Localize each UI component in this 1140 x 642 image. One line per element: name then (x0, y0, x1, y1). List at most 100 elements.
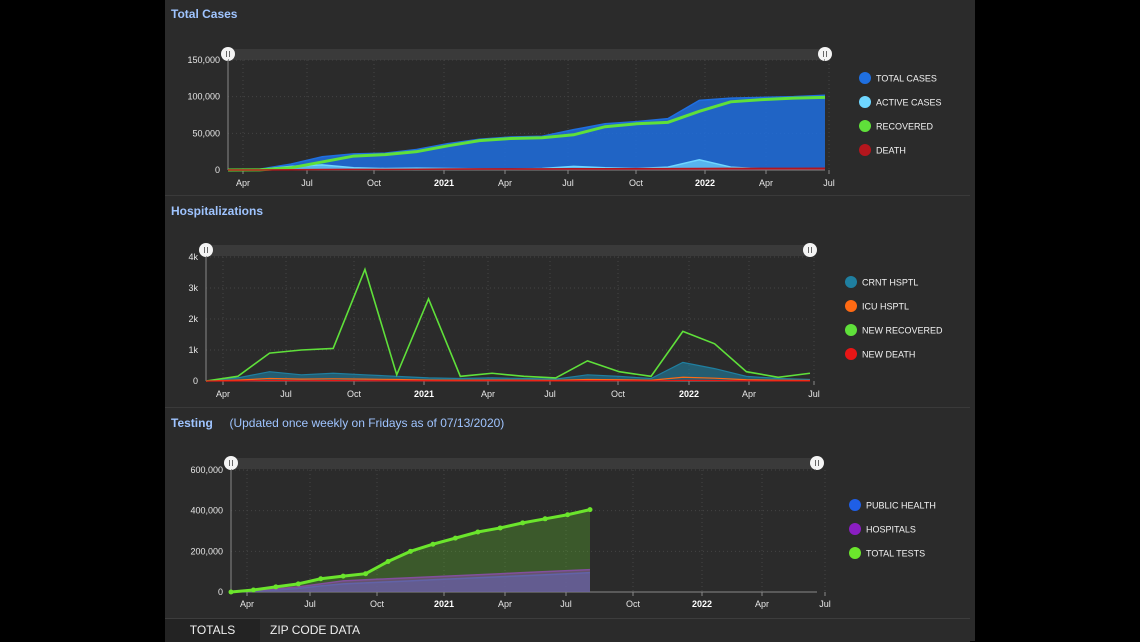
data-point (273, 584, 279, 590)
x-tick-label: Jul (544, 389, 556, 399)
series-line (227, 167, 826, 171)
dashboard-panel: Total Cases 0 50,000 100,000 150,000 Apr Jul O… (165, 0, 975, 642)
x-tick-label: Apr (755, 599, 769, 609)
legend-swatch (845, 348, 857, 360)
data-point (295, 581, 301, 587)
slider-handle (224, 456, 238, 470)
data-point (475, 529, 481, 535)
y-tick-label: 0 (218, 587, 223, 597)
series-line (227, 95, 826, 172)
x-tick-label: Apr (240, 599, 254, 609)
legend-label: RECOVERED (876, 122, 934, 132)
legend-label: ICU HSPTL (862, 302, 909, 312)
y-tick-label: 50,000 (192, 128, 220, 138)
series-area (228, 95, 825, 170)
slider-handle (199, 243, 213, 257)
x-tick-label: Apr (236, 178, 250, 188)
legend-swatch (859, 96, 871, 108)
legend-label: PUBLIC HEALTH (866, 501, 936, 511)
x-tick-label: 2022 (692, 599, 712, 609)
legend-swatch (859, 144, 871, 156)
data-point (408, 548, 413, 554)
series-area (228, 159, 825, 170)
y-tick-label: 100,000 (187, 92, 220, 102)
x-tick-label: Oct (367, 178, 382, 188)
testing-subtitle: (Updated once weekly on Fridays as of 07… (229, 416, 505, 430)
data-point (228, 589, 234, 595)
y-tick-label: 2k (188, 314, 198, 324)
x-tick-label: 2021 (414, 389, 434, 399)
slider-handle (818, 47, 832, 61)
y-tick-label: 400,000 (190, 506, 223, 516)
x-tick-label: Apr (498, 599, 512, 609)
legend-swatch (845, 324, 857, 336)
slider-handle (221, 47, 235, 61)
data-point (385, 559, 391, 564)
legend-label: HOSPITALS (866, 525, 916, 535)
legend-swatch (849, 523, 861, 535)
series-line (230, 568, 591, 593)
data-point (318, 576, 324, 582)
y-tick-label: 150,000 (187, 55, 220, 65)
testing-chart: 0 200,000 400,000 600,000 Apr Jul Oct 2021 Apr Ju… (190, 456, 936, 609)
legend-swatch (845, 300, 857, 312)
x-tick-label: Oct (347, 389, 362, 399)
x-tick-label: Apr (742, 389, 756, 399)
testing-title-text: Testing (171, 416, 213, 430)
tab-bar: TOTALS ZIP CODE DATA (165, 618, 970, 642)
y-tick-label: 600,000 (190, 465, 223, 475)
x-tick-label: Jul (562, 178, 574, 188)
divider (165, 407, 970, 408)
legend-label: TOTAL CASES (876, 74, 937, 84)
total-cases-title: Total Cases (171, 7, 238, 21)
slider-handle (803, 243, 817, 257)
x-tick-label: Apr (216, 389, 230, 399)
data-point (430, 541, 436, 547)
tab-zip-code-data[interactable]: ZIP CODE DATA (269, 623, 360, 637)
legend-label: TOTAL TESTS (866, 549, 925, 559)
y-tick-label: 0 (193, 376, 198, 386)
y-tick-label: 200,000 (190, 546, 223, 556)
x-tick-label: Jul (301, 178, 313, 188)
data-point (587, 507, 593, 513)
x-tick-label: Apr (498, 178, 512, 188)
hospitalizations-title: Hospitalizations (171, 204, 264, 218)
data-point (250, 587, 256, 593)
data-point (340, 573, 346, 579)
x-tick-label: 2022 (695, 178, 715, 188)
legend-label: NEW DEATH (862, 350, 915, 360)
x-tick-label: Jul (819, 599, 831, 609)
series-line (205, 266, 811, 382)
tab-totals[interactable]: TOTALS (165, 619, 260, 642)
data-point (497, 525, 503, 531)
x-tick-label: Jul (304, 599, 316, 609)
data-point (542, 516, 548, 522)
x-tick-label: Jul (280, 389, 292, 399)
legend-swatch (859, 120, 871, 132)
y-tick-label: 4k (188, 252, 198, 262)
data-point (520, 520, 526, 526)
legend-swatch (849, 547, 861, 559)
x-tick-label: 2021 (434, 178, 454, 188)
slider-track (228, 49, 825, 60)
slider-track (206, 245, 810, 256)
data-point (363, 571, 369, 577)
slider-handle (810, 456, 824, 470)
x-tick-label: Jul (823, 178, 835, 188)
x-tick-label: Oct (611, 389, 626, 399)
data-point (565, 512, 571, 518)
x-tick-label: Oct (626, 599, 641, 609)
x-tick-label: 2022 (679, 389, 699, 399)
series-area (231, 569, 590, 592)
data-point (452, 535, 458, 541)
y-tick-label: 3k (188, 283, 198, 293)
legend-swatch (845, 276, 857, 288)
x-tick-label: 2021 (434, 599, 454, 609)
legend-label: ACTIVE CASES (876, 98, 942, 108)
total-cases-chart: 0 50,000 100,000 150,000 Apr Jul Oct 2021 Apr Jul… (187, 47, 942, 188)
series-area (206, 362, 810, 381)
y-tick-label: 1k (188, 345, 198, 355)
legend-swatch (859, 72, 871, 84)
testing-title: Testing (Updated once weekly on Fridays … (171, 416, 504, 430)
legend-label: DEATH (876, 146, 906, 156)
